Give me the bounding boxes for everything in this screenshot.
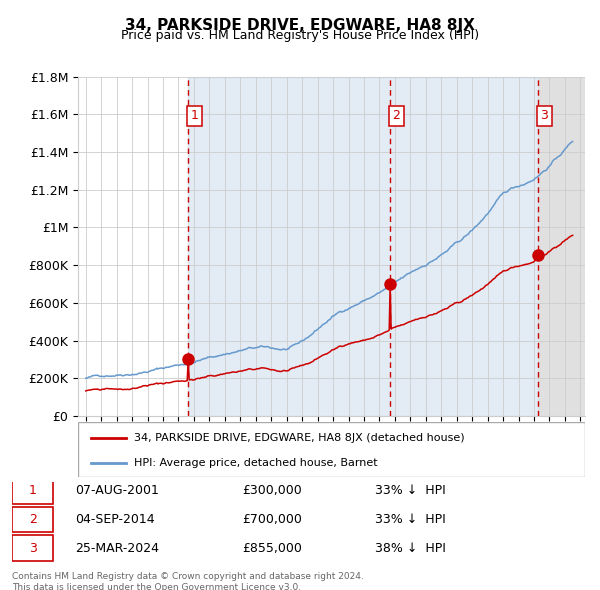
Text: 33% ↓  HPI: 33% ↓ HPI xyxy=(375,513,446,526)
FancyBboxPatch shape xyxy=(12,535,53,561)
Text: 1: 1 xyxy=(29,484,37,497)
Text: 2: 2 xyxy=(29,513,37,526)
Text: 3: 3 xyxy=(541,109,548,122)
Text: 25-MAR-2024: 25-MAR-2024 xyxy=(76,542,160,555)
FancyBboxPatch shape xyxy=(12,507,53,532)
Text: 33% ↓  HPI: 33% ↓ HPI xyxy=(375,484,446,497)
Text: 2: 2 xyxy=(392,109,400,122)
Text: 34, PARKSIDE DRIVE, EDGWARE, HA8 8JX (detached house): 34, PARKSIDE DRIVE, EDGWARE, HA8 8JX (de… xyxy=(134,432,464,442)
Text: Price paid vs. HM Land Registry's House Price Index (HPI): Price paid vs. HM Land Registry's House … xyxy=(121,30,479,42)
Text: This data is licensed under the Open Government Licence v3.0.: This data is licensed under the Open Gov… xyxy=(12,583,301,590)
Text: 07-AUG-2001: 07-AUG-2001 xyxy=(76,484,159,497)
Text: £700,000: £700,000 xyxy=(242,513,302,526)
Bar xyxy=(538,77,588,416)
Text: 3: 3 xyxy=(29,542,37,555)
FancyBboxPatch shape xyxy=(12,478,53,503)
Text: 38% ↓  HPI: 38% ↓ HPI xyxy=(375,542,446,555)
Text: £300,000: £300,000 xyxy=(242,484,302,497)
Text: 34, PARKSIDE DRIVE, EDGWARE, HA8 8JX: 34, PARKSIDE DRIVE, EDGWARE, HA8 8JX xyxy=(125,18,475,32)
Text: 1: 1 xyxy=(191,109,199,122)
Bar xyxy=(188,77,538,416)
Text: 04-SEP-2014: 04-SEP-2014 xyxy=(76,513,155,526)
Text: HPI: Average price, detached house, Barnet: HPI: Average price, detached house, Barn… xyxy=(134,458,377,468)
Text: £855,000: £855,000 xyxy=(242,542,302,555)
Text: Contains HM Land Registry data © Crown copyright and database right 2024.: Contains HM Land Registry data © Crown c… xyxy=(12,572,364,581)
FancyBboxPatch shape xyxy=(78,422,585,477)
